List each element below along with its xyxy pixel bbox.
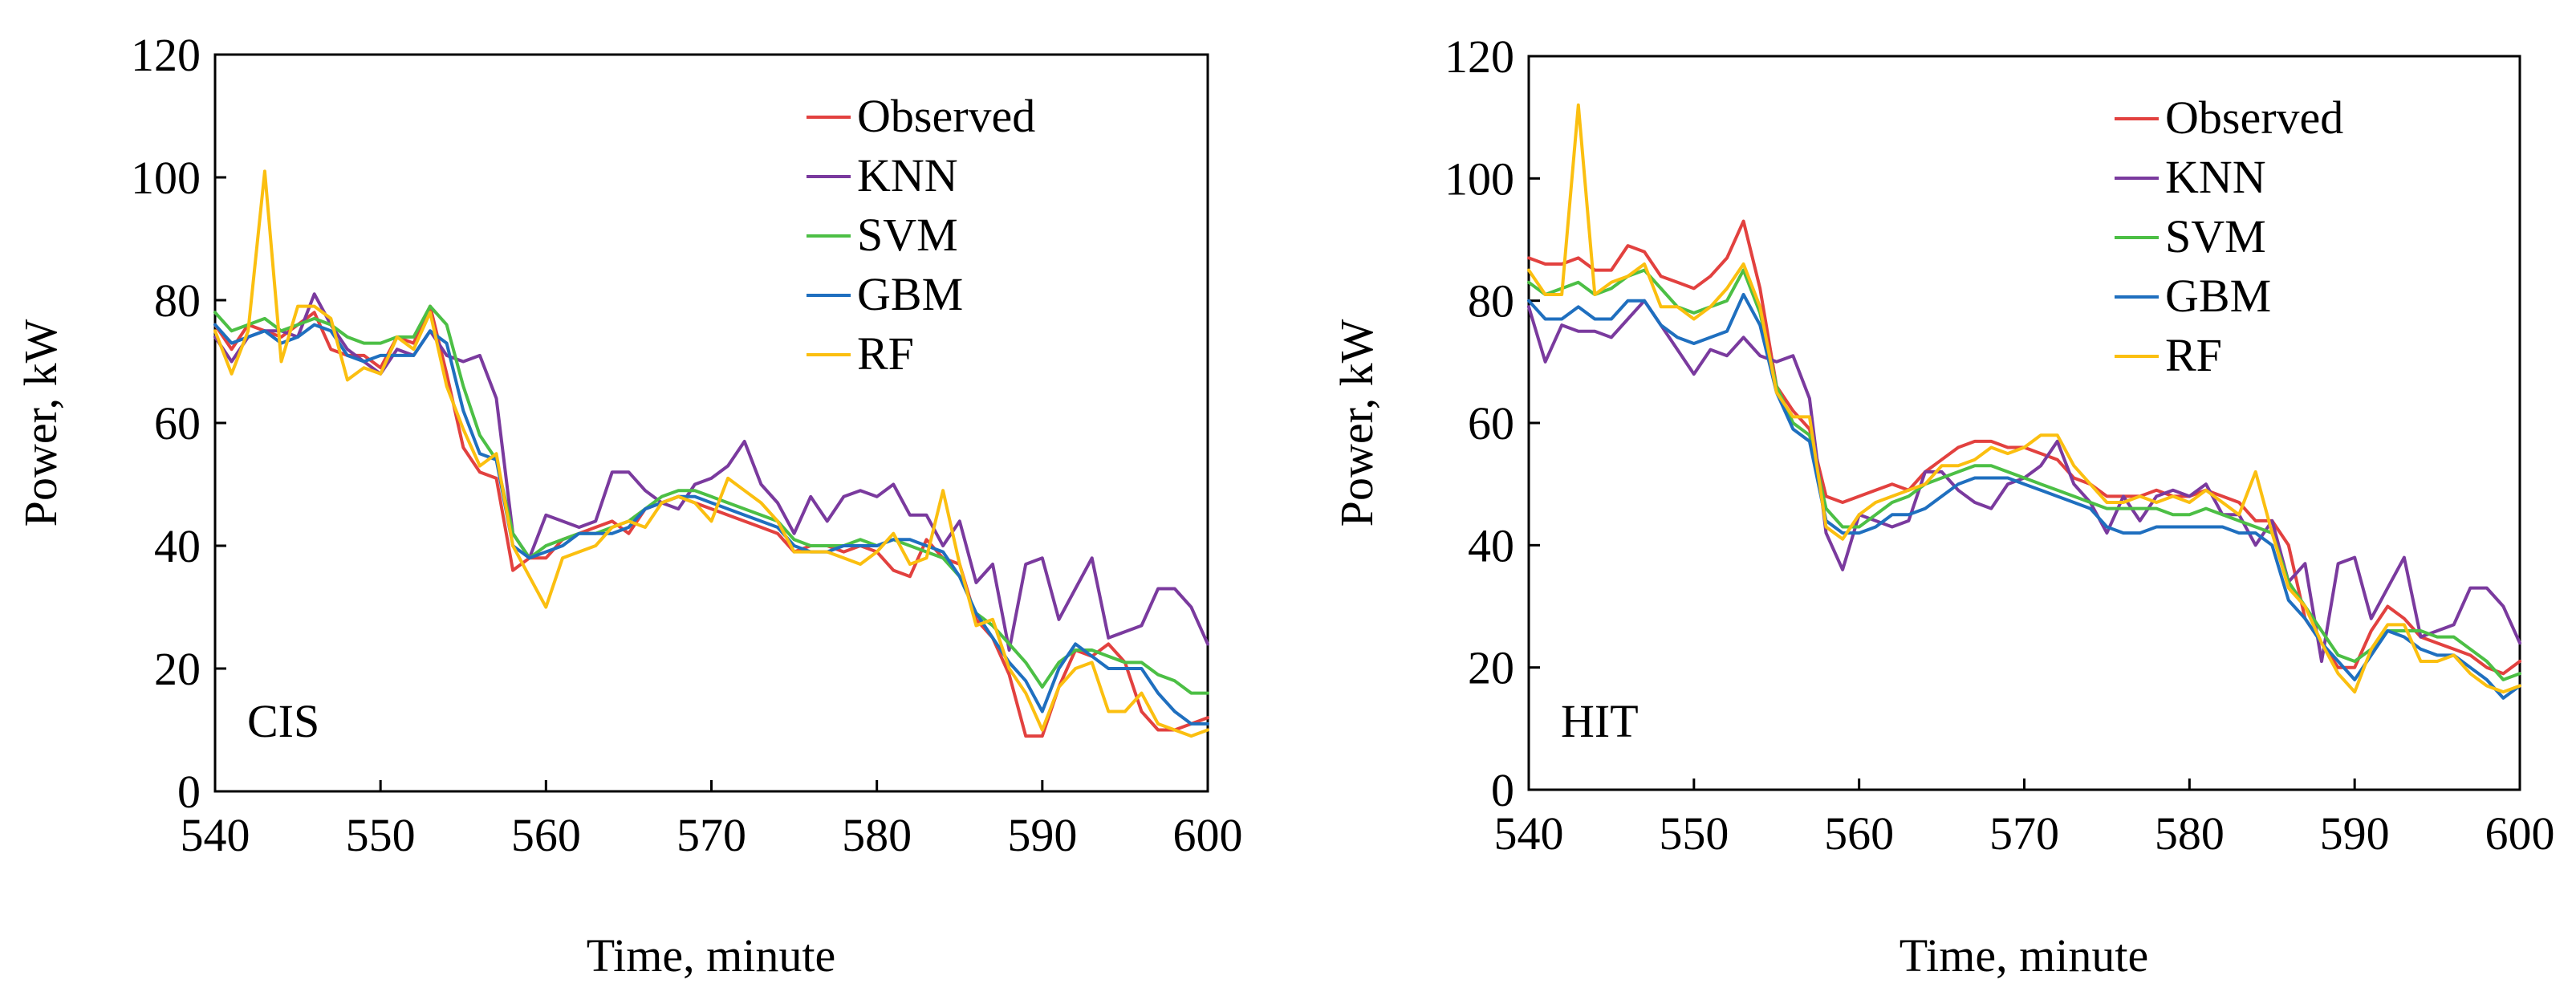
legend-label-gbm: GBM bbox=[857, 268, 963, 320]
legend-item-svm: SVM bbox=[2115, 210, 2266, 262]
y-tick-label: 0 bbox=[177, 766, 201, 818]
x-tick-label: 600 bbox=[1173, 809, 1243, 861]
series-line-gbm bbox=[1527, 293, 2521, 700]
legend: Observed KNN SVM GBM RF bbox=[2115, 91, 2343, 381]
series-line-rf bbox=[1527, 103, 2521, 694]
x-tick-label: 560 bbox=[511, 809, 581, 861]
series-line-svm bbox=[213, 304, 1209, 695]
y-tick-label: 120 bbox=[131, 29, 201, 81]
series-lines bbox=[213, 169, 1209, 738]
legend-item-observed: Observed bbox=[2115, 91, 2343, 144]
chart-panel-hit: 0 20 40 60 80 100 120 540 550 560 570 580 590 600 Ob… bbox=[1331, 30, 2555, 982]
y-tick-label: 80 bbox=[1468, 275, 1514, 327]
x-axis-ticks: 540 550 560 570 580 590 600 bbox=[181, 780, 1243, 861]
x-tick-label: 560 bbox=[1824, 807, 1894, 860]
y-tick-label: 100 bbox=[131, 152, 201, 204]
legend-label-rf: RF bbox=[2165, 329, 2222, 381]
legend-item-knn: KNN bbox=[2115, 151, 2266, 203]
y-tick-label: 0 bbox=[1491, 764, 1514, 816]
legend-item-rf: RF bbox=[807, 327, 914, 380]
y-tick-label: 120 bbox=[1444, 30, 1514, 83]
x-tick-label: 540 bbox=[1494, 807, 1564, 860]
x-tick-label: 570 bbox=[1989, 807, 2059, 860]
x-tick-label: 550 bbox=[346, 809, 416, 861]
x-tick-label: 580 bbox=[842, 809, 912, 861]
y-tick-label: 60 bbox=[1468, 397, 1514, 449]
y-axis-label: Power, kW bbox=[1331, 319, 1383, 526]
legend-label-rf: RF bbox=[857, 327, 914, 380]
y-axis-ticks: 0 20 40 60 80 100 120 bbox=[1444, 30, 1540, 816]
y-axis-label: Power, kW bbox=[14, 319, 67, 526]
x-axis-label: Time, minute bbox=[587, 929, 835, 982]
legend-item-observed: Observed bbox=[807, 90, 1035, 142]
legend-label-knn: KNN bbox=[2165, 151, 2266, 203]
y-tick-label: 80 bbox=[154, 274, 201, 327]
series-line-rf bbox=[213, 169, 1209, 738]
legend: Observed KNN SVM GBM RF bbox=[807, 90, 1035, 380]
panel-label: CIS bbox=[247, 695, 319, 747]
series-line-svm bbox=[1527, 268, 2521, 681]
x-tick-label: 590 bbox=[2320, 807, 2390, 860]
y-tick-label: 20 bbox=[1468, 642, 1514, 694]
legend-label-svm: SVM bbox=[2165, 210, 2266, 262]
y-tick-label: 20 bbox=[154, 643, 201, 695]
legend-item-gbm: GBM bbox=[807, 268, 963, 320]
series-line-observed bbox=[213, 304, 1209, 738]
y-tick-label: 40 bbox=[154, 520, 201, 572]
legend-label-gbm: GBM bbox=[2165, 270, 2271, 322]
x-tick-label: 540 bbox=[181, 809, 250, 861]
legend-item-knn: KNN bbox=[807, 149, 958, 201]
legend-label-observed: Observed bbox=[2165, 91, 2343, 144]
x-tick-label: 590 bbox=[1007, 809, 1077, 861]
y-tick-label: 40 bbox=[1468, 519, 1514, 571]
legend-label-knn: KNN bbox=[857, 149, 958, 201]
chart-panel-cis: 0 20 40 60 80 100 120 540 550 560 570 580 590 600 Ob… bbox=[14, 29, 1243, 982]
legend-item-rf: RF bbox=[2115, 329, 2222, 381]
x-axis-label: Time, minute bbox=[1899, 929, 2148, 982]
panel-label: HIT bbox=[1561, 695, 1639, 747]
legend-item-svm: SVM bbox=[807, 209, 958, 261]
x-tick-label: 550 bbox=[1659, 807, 1729, 860]
y-tick-label: 60 bbox=[154, 397, 201, 449]
x-tick-label: 600 bbox=[2485, 807, 2555, 860]
legend-label-observed: Observed bbox=[857, 90, 1035, 142]
legend-label-svm: SVM bbox=[857, 209, 958, 261]
x-tick-label: 570 bbox=[677, 809, 746, 861]
series-line-gbm bbox=[213, 323, 1209, 726]
y-tick-label: 100 bbox=[1444, 152, 1514, 205]
series-lines bbox=[1527, 103, 2521, 700]
x-tick-label: 580 bbox=[2155, 807, 2225, 860]
y-axis-ticks: 0 20 40 60 80 100 120 bbox=[131, 29, 226, 818]
x-axis-ticks: 540 550 560 570 580 590 600 bbox=[1494, 779, 2555, 860]
legend-item-gbm: GBM bbox=[2115, 270, 2271, 322]
